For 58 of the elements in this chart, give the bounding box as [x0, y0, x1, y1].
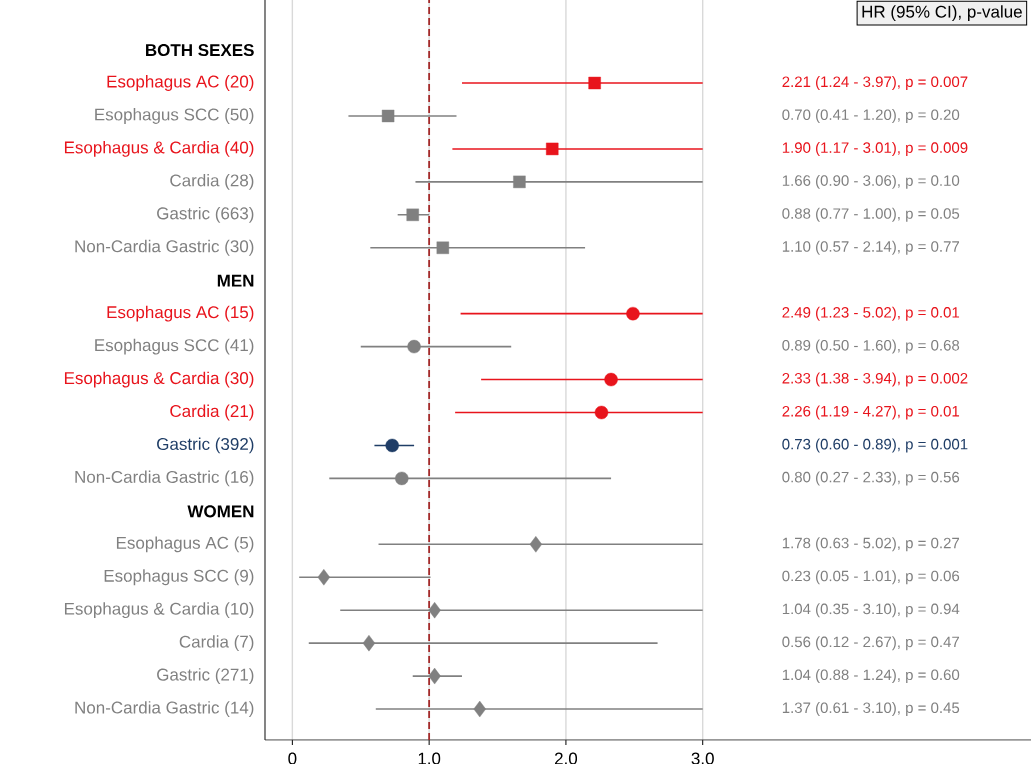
annotation: 0.23 (0.05 - 1.01), p = 0.06 [782, 570, 960, 585]
point [406, 208, 419, 222]
point [428, 667, 441, 685]
point [473, 700, 486, 718]
annotation: 0.56 (0.12 - 2.67), p = 0.47 [782, 636, 960, 651]
y-tick-label: MEN [217, 274, 254, 287]
annotation: 2.33 (1.38 - 3.94), p = 0.002 [782, 372, 968, 387]
x-tick-label: 0 [288, 752, 297, 764]
y-tick-label: Esophagus & Cardia (10) [64, 602, 254, 619]
point [594, 405, 609, 420]
annotation: 2.21 (1.24 - 3.97), p = 0.007 [782, 76, 968, 91]
y-tick-label: Esophagus AC (15) [107, 305, 254, 322]
y-tick-label: WOMEN [187, 505, 254, 518]
y-tick-label: Gastric (663) [157, 206, 254, 223]
y-tick-label: Esophagus SCC (9) [104, 569, 254, 586]
annotation: 1.90 (1.17 - 3.01), p = 0.009 [782, 141, 968, 156]
y-tick-label: Esophagus AC (5) [116, 536, 254, 553]
annotation: 2.49 (1.23 - 5.02), p = 0.01 [782, 306, 960, 321]
annotation: 1.04 (0.35 - 3.10), p = 0.94 [782, 603, 960, 618]
x-tick-label: 1.0 [418, 752, 441, 764]
point [381, 109, 395, 123]
x-tick-label: 2.0 [554, 752, 578, 764]
annotation: HR (95% CI), p-value [862, 5, 1022, 22]
point [626, 306, 640, 321]
y-tick-label: Non-Cardia Gastric (16) [75, 470, 254, 487]
point [428, 602, 441, 619]
annotation: 0.88 (0.77 - 1.00), p = 0.05 [782, 207, 960, 222]
y-tick-label: Esophagus & Cardia (40) [64, 141, 254, 157]
annotation: 1.66 (0.90 - 3.06), p = 0.10 [782, 174, 960, 189]
point [436, 241, 450, 254]
annotation: 0.73 (0.60 - 0.89), p = 0.001 [782, 438, 968, 453]
point [317, 569, 331, 586]
x-tick-label: 3.0 [691, 752, 714, 764]
point [362, 634, 376, 652]
y-tick-label: Non-Cardia Gastric (30) [75, 239, 254, 256]
annotation: 1.37 (0.61 - 3.10), p = 0.45 [782, 702, 960, 717]
annotation: 0.89 (0.50 - 1.60), p = 0.68 [782, 339, 960, 354]
point [513, 175, 526, 189]
y-tick-label: Esophagus & Cardia (30) [64, 371, 254, 388]
point [604, 372, 618, 387]
y-tick-label: Gastric (271) [157, 668, 254, 684]
point [529, 536, 543, 553]
point [385, 438, 399, 453]
annotation: 2.26 (1.19 - 4.27), p = 0.01 [782, 405, 960, 420]
y-tick-label: Esophagus SCC (41) [95, 338, 254, 355]
y-tick-label: Cardia (28) [170, 173, 254, 190]
y-tick-label: Cardia (7) [179, 635, 254, 652]
annotation: 1.04 (0.88 - 1.24), p = 0.60 [782, 669, 960, 684]
y-tick-label: Gastric (392) [157, 437, 254, 454]
annotation: 0.70 (0.41 - 1.20), p = 0.20 [782, 108, 960, 123]
annotation: 1.78 (0.63 - 5.02), p = 0.27 [782, 537, 960, 552]
y-tick-label: BOTH SEXES [146, 44, 254, 57]
y-tick-label: Cardia (21) [170, 404, 254, 421]
annotation: 0.80 (0.27 - 2.33), p = 0.56 [782, 471, 960, 486]
y-tick-label: Non-Cardia Gastric (14) [75, 701, 254, 717]
y-tick-label: Esophagus SCC (50) [95, 108, 254, 124]
y-tick-label: Esophagus AC (20) [107, 75, 254, 91]
annotation: 1.10 (0.57 - 2.14), p = 0.77 [782, 240, 960, 255]
